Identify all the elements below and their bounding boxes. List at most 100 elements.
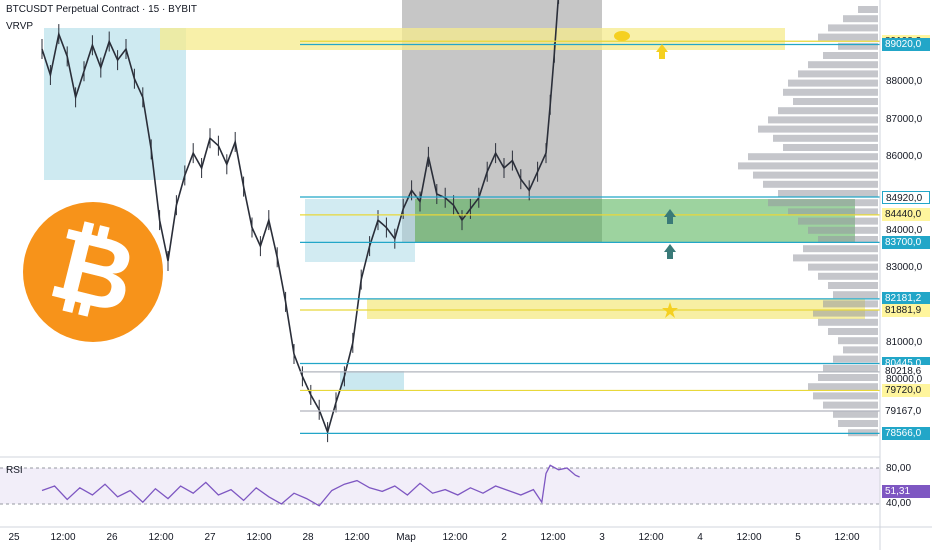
time-axis-label: 12:00 — [736, 532, 762, 543]
profile-bar — [823, 364, 878, 372]
rsi-value-tag: 51,31 — [882, 485, 930, 498]
profile-bar — [793, 254, 878, 262]
time-axis-label: 27 — [204, 532, 216, 543]
time-axis-label: 26 — [106, 532, 118, 543]
chart-title: BTCUSDT Perpetual Contract · 15 · BYBIT — [6, 4, 197, 15]
rsi-line — [41, 464, 580, 507]
chart-arrows — [614, 31, 678, 318]
price-tag: 80218,6 — [882, 365, 930, 379]
price-axis-tick: 83000,0 — [886, 262, 923, 274]
time-axis-label: Мар — [396, 532, 416, 543]
profile-bar — [828, 282, 878, 289]
star-icon — [662, 302, 678, 318]
time-axis-label: 2 — [501, 532, 507, 543]
time-axis-label: 12:00 — [540, 532, 566, 543]
price-axis-tick: 86000,0 — [886, 150, 923, 162]
volume-profile — [738, 6, 878, 437]
profile-bar — [788, 208, 878, 216]
profile-bar — [778, 107, 878, 115]
time-axis-label: 4 — [697, 532, 703, 543]
time-axis-label: 12:00 — [442, 532, 468, 543]
profile-bar — [808, 263, 878, 271]
time-axis-label: 12:00 — [50, 532, 76, 543]
profile-bar — [808, 226, 878, 234]
time-axis-label: 12:00 — [148, 532, 174, 543]
profile-bar — [783, 88, 878, 96]
profile-bar — [818, 272, 878, 280]
time-axis-label: 12:00 — [344, 532, 370, 543]
horizontal-levels — [300, 40, 880, 434]
profile-bar — [748, 153, 878, 161]
profile-bar — [828, 24, 878, 32]
profile-bar — [813, 392, 878, 400]
price-tag: 84920,0 — [882, 190, 930, 204]
price-tag: 78566,0 — [882, 426, 930, 440]
profile-bar — [803, 245, 878, 253]
profile-bar — [833, 291, 878, 299]
profile-bar — [823, 52, 878, 59]
profile-bar — [793, 98, 878, 105]
eye-icon — [614, 31, 630, 41]
blue-zone-mid — [305, 199, 415, 262]
time-axis-label: 25 — [8, 532, 20, 543]
price-axis-tick: 80000,0 — [886, 374, 923, 386]
profile-bar — [788, 79, 878, 87]
price-axis-tick: 81000,0 — [886, 336, 923, 348]
profile-bar — [828, 328, 878, 335]
profile-bar — [783, 144, 878, 151]
price-tag: 81881,9 — [882, 303, 930, 317]
time-axis-label: 3 — [599, 532, 605, 543]
profile-bar — [833, 355, 878, 363]
price-axis-tick: 84000,0 — [886, 225, 923, 237]
up-arrow-icon — [664, 209, 676, 224]
time-axis-label: 28 — [302, 532, 314, 543]
price-series — [41, 0, 560, 443]
price-axis-tick: 88000,0 — [886, 76, 923, 88]
profile-bar — [858, 6, 878, 13]
profile-bar — [778, 190, 878, 197]
profile-bar — [818, 33, 878, 41]
yellow-zone-low — [367, 299, 865, 319]
profile-bar — [768, 199, 878, 207]
chart-zones — [44, 0, 865, 390]
price-tag: 82181,2 — [882, 292, 930, 306]
rsi-level-40: 40,00 — [886, 498, 912, 509]
profile-bar — [843, 15, 878, 23]
profile-bar — [753, 171, 878, 179]
yellow-zone-top — [160, 28, 785, 50]
profile-bar — [838, 337, 878, 345]
profile-bar — [773, 134, 878, 142]
price-tag: 84440,0 — [882, 208, 930, 222]
profile-bar — [848, 429, 878, 437]
blue-zone-low — [340, 371, 404, 390]
rsi-level-80: 80,00 — [886, 463, 912, 474]
profile-bar — [823, 300, 878, 308]
green-demand-zone — [415, 199, 855, 243]
profile-bar — [798, 70, 878, 78]
profile-bar — [818, 374, 878, 381]
rsi-label: RSI — [6, 465, 23, 476]
profile-bar — [843, 346, 878, 354]
price-line — [41, 0, 559, 435]
yellow-arrow-icon — [656, 44, 668, 59]
profile-bar — [818, 318, 878, 326]
bitcoin-logo-icon: ₿ — [23, 202, 163, 342]
time-axis-label: 12:00 — [638, 532, 664, 543]
profile-bar — [818, 236, 878, 243]
price-axis-tick: 87000,0 — [886, 113, 923, 125]
profile-bar — [808, 61, 878, 69]
time-axis-label: 5 — [795, 532, 801, 543]
profile-bar — [813, 309, 878, 317]
time-axis-label: 12:00 — [246, 532, 272, 543]
indicator-label: VRVP — [6, 21, 34, 32]
profile-bar — [838, 420, 878, 427]
profile-bar — [758, 125, 878, 133]
profile-bar — [823, 401, 878, 409]
profile-bar — [798, 217, 878, 225]
profile-bar — [738, 162, 878, 170]
profile-bar — [808, 383, 878, 391]
profile-bar — [763, 180, 878, 188]
price-tag: 89020,0 — [882, 38, 930, 51]
rsi-band — [0, 468, 880, 504]
